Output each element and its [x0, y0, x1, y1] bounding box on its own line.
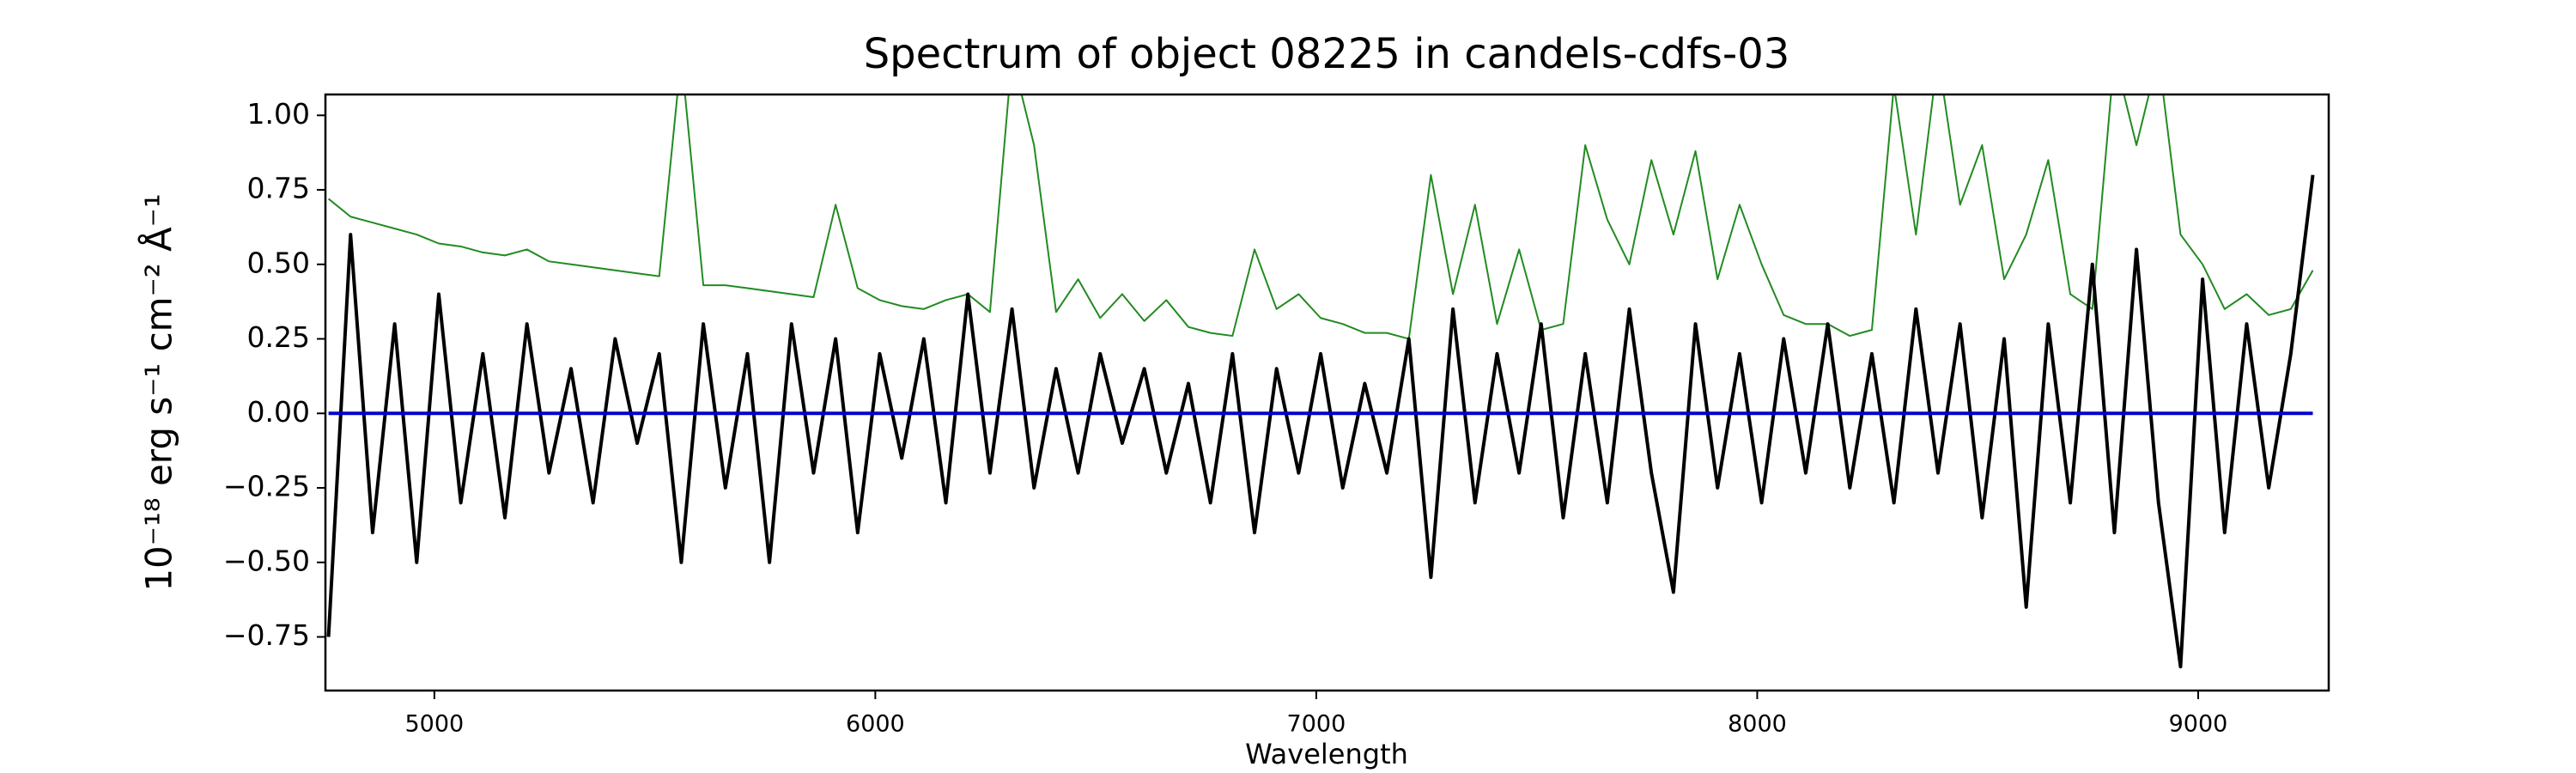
- y-tick-label: −0.25: [223, 470, 310, 503]
- spectrum-line: [327, 94, 2314, 340]
- y-tick-label: 0.50: [247, 246, 310, 279]
- x-tick-label: 6000: [846, 711, 905, 738]
- x-tick-label: 8000: [1728, 711, 1787, 738]
- x-tick-label: 7000: [1287, 711, 1346, 738]
- y-tick-label: 1.00: [247, 97, 310, 131]
- plot-frame: [324, 93, 2330, 692]
- x-tick-label: 9000: [2169, 711, 2228, 738]
- spectrum-line: [326, 174, 2315, 669]
- chart-title: Spectrum of object 08225 in candels-cdfs…: [864, 30, 1790, 78]
- y-tick-label: 0.00: [247, 395, 310, 429]
- y-tick-label: 0.75: [247, 172, 310, 205]
- y-tick-label: −0.50: [223, 544, 310, 577]
- y-axis-label: 10⁻¹⁸ erg s⁻¹ cm⁻² Å⁻¹: [137, 193, 180, 591]
- x-axis-label: Wavelength: [1245, 738, 1408, 770]
- y-tick-label: −0.75: [223, 618, 310, 652]
- x-tick-label: 5000: [404, 711, 464, 738]
- plot-area: [326, 94, 2315, 669]
- y-tick-label: 0.25: [247, 320, 310, 354]
